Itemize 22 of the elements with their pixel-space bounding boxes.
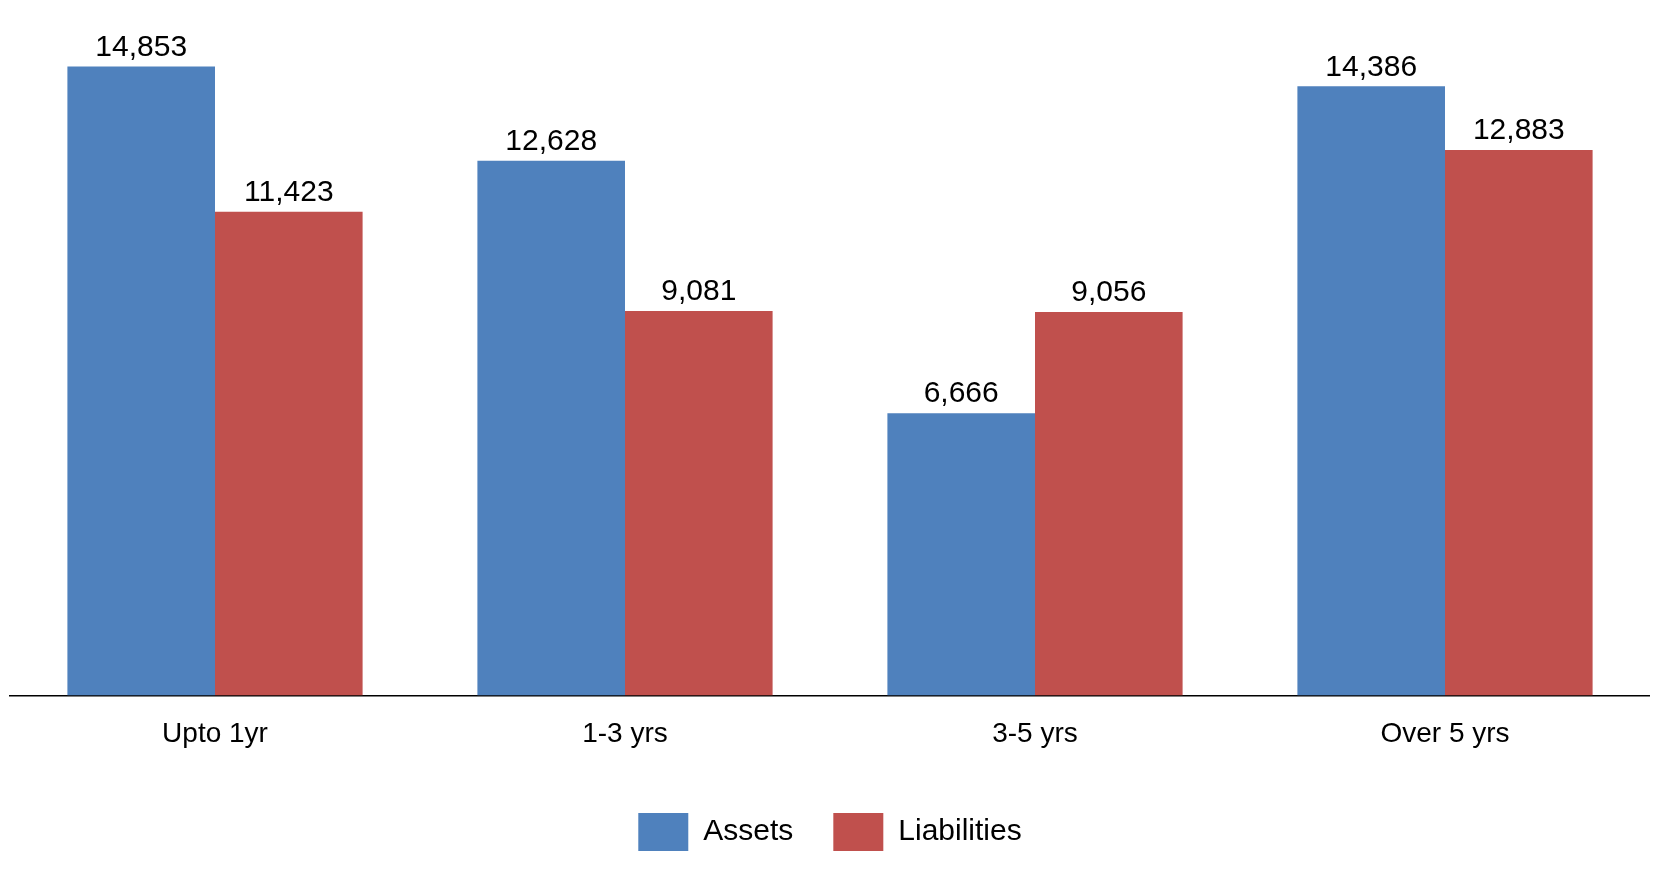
- x-tick-label: Over 5 yrs: [1380, 716, 1510, 748]
- data-label: 12,628: [505, 123, 598, 157]
- x-tick-label: 1-3 yrs: [582, 716, 668, 748]
- bar: [1035, 311, 1183, 696]
- data-label: 9,081: [661, 273, 737, 307]
- data-label: 12,883: [1472, 112, 1565, 146]
- bar: [215, 211, 363, 696]
- bar: [1445, 149, 1593, 696]
- data-label: 9,056: [1071, 274, 1147, 308]
- data-label: 11,423: [244, 174, 334, 208]
- bar: [625, 310, 773, 696]
- data-label: 14,386: [1325, 48, 1418, 82]
- data-label: 6,666: [923, 375, 999, 409]
- x-tick-label: Upto 1yr: [162, 716, 268, 748]
- data-label: 14,853: [95, 28, 188, 62]
- legend-label: Assets: [703, 813, 794, 847]
- bar: [67, 66, 215, 696]
- bar: [477, 160, 625, 696]
- legend-label: Liabilities: [898, 813, 1022, 847]
- bar: [887, 413, 1035, 696]
- bar: [1297, 86, 1445, 696]
- x-tick-label: 3-5 yrs: [992, 716, 1078, 748]
